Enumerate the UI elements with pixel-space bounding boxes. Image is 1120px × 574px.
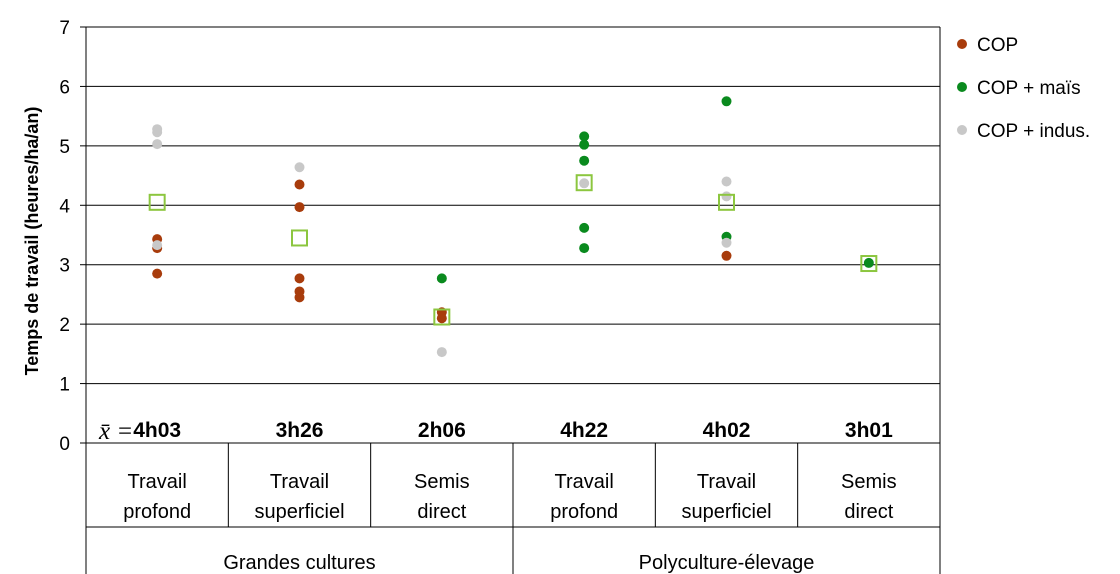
- y-tick-label: 3: [59, 256, 70, 277]
- data-point-cop-ma-s: [579, 131, 590, 142]
- data-point-cop: [294, 273, 305, 284]
- group-label: Polyculture-élevage: [639, 552, 815, 574]
- category-label-line1: Travail: [128, 471, 187, 493]
- mean-marker: [148, 193, 166, 211]
- category-label-line2: profond: [123, 501, 191, 523]
- mean-markers: [148, 174, 878, 326]
- data-points: [152, 96, 874, 358]
- category-label-line1: Travail: [555, 471, 614, 493]
- mean-label: 4h02: [703, 419, 751, 442]
- legend-label: COP + maïs: [977, 78, 1081, 99]
- mean-label: 3h26: [276, 419, 324, 442]
- data-point-cop-indus: [152, 127, 163, 138]
- category-label-line1: Semis: [841, 471, 897, 493]
- legend-label: COP + indus.: [977, 121, 1090, 142]
- y-tick-label: 7: [59, 18, 70, 39]
- mean-marker: [433, 308, 451, 326]
- data-point-cop-indus: [579, 178, 590, 189]
- mean-marker: [291, 229, 308, 247]
- category-label-line1: Semis: [414, 471, 470, 493]
- data-point-cop: [294, 179, 305, 190]
- data-point-cop-ma-s: [579, 222, 590, 233]
- data-point-cop-indus: [721, 176, 732, 187]
- data-point-cop: [721, 250, 732, 261]
- legend: COP COP + maïs COP + indus.: [957, 35, 1090, 142]
- y-tick-label: 1: [59, 375, 70, 396]
- y-tick-label: 5: [59, 137, 70, 158]
- data-point-cop-ma-s: [579, 155, 590, 166]
- legend-marker: [957, 82, 967, 92]
- gridlines: [80, 26, 940, 444]
- mean-label: 4h22: [560, 419, 608, 442]
- data-point-cop-ma-s: [436, 273, 447, 284]
- legend-label: COP: [977, 35, 1018, 56]
- data-point-cop-indus: [436, 347, 447, 358]
- legend-marker: [957, 39, 967, 49]
- data-point-cop: [294, 202, 305, 213]
- mean-marker: [718, 193, 735, 211]
- group-label: Grandes cultures: [223, 552, 375, 574]
- data-point-cop: [436, 313, 447, 324]
- mean-label: 4h03: [133, 419, 181, 442]
- data-point-cop-indus: [152, 240, 163, 251]
- mean-symbol: x̄ =: [98, 418, 133, 445]
- category-label-line2: superficiel: [254, 501, 344, 523]
- mean-row: x̄ = 4h03 3h26 2h06 4h22 4h02 3h01: [98, 418, 893, 445]
- category-label-line2: profond: [550, 501, 618, 523]
- category-label-line1: Travail: [697, 471, 756, 493]
- mean-label: 3h01: [845, 419, 893, 442]
- data-point-cop: [294, 292, 305, 303]
- category-label-line2: direct: [417, 501, 466, 523]
- data-point-cop: [152, 268, 163, 279]
- mean-marker: [575, 174, 593, 192]
- y-axis-label: Temps de travail (heures/ha/an): [22, 107, 42, 376]
- data-point-cop-ma-s: [579, 243, 590, 254]
- mean-marker: [860, 255, 878, 273]
- data-point-cop-ma-s: [721, 96, 732, 107]
- mean-label: 2h06: [418, 419, 466, 442]
- data-point-cop-indus: [152, 139, 163, 150]
- data-point-cop-indus: [721, 191, 732, 202]
- data-point-cop-ma-s: [579, 139, 590, 150]
- y-tick-label: 4: [59, 196, 70, 217]
- category-label-line2: superficiel: [681, 501, 771, 523]
- y-tick-label: 2: [59, 315, 70, 336]
- category-table: Travail profond Travail superficiel Semis dir…: [86, 443, 940, 574]
- category-label-line1: Travail: [270, 471, 329, 493]
- legend-marker: [957, 125, 967, 135]
- data-point-cop-indus: [721, 237, 732, 248]
- data-point-cop-ma-s: [863, 257, 874, 268]
- data-point-cop-indus: [294, 162, 305, 173]
- category-label-line2: direct: [844, 501, 893, 523]
- y-axis-ticks: 0 1 2 3 4 5 6 7: [59, 18, 70, 455]
- y-tick-label: 6: [59, 77, 70, 98]
- y-tick-label: 0: [59, 434, 70, 455]
